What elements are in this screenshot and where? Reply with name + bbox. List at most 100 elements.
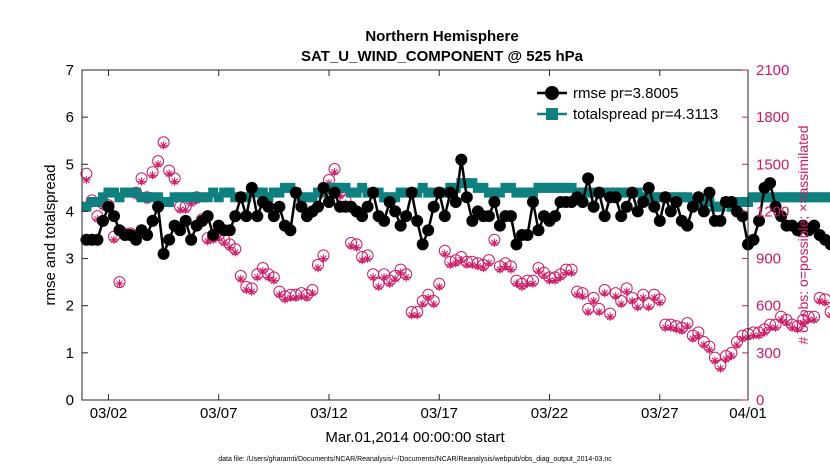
obs-assimilated-point [705, 345, 714, 354]
obs-assimilated-point [401, 273, 411, 282]
spread-point [92, 197, 103, 207]
legend-marker-rmse [545, 86, 559, 100]
obs-assimilated-point [732, 340, 742, 350]
rmse-point [328, 186, 341, 199]
obs-assimilated-point [280, 295, 290, 304]
obs-assimilated-point [418, 299, 427, 309]
spread-point [307, 192, 318, 203]
rmse-point [367, 186, 380, 199]
rmse-point [273, 200, 286, 213]
spread-point [153, 192, 164, 203]
obs-assimilated-point [771, 323, 780, 332]
spread-point [550, 182, 561, 193]
obs-assimilated-point [688, 334, 698, 343]
rmse-point [637, 196, 650, 208]
obs-assimilated-point [346, 241, 356, 251]
rmse-point [808, 219, 821, 232]
spread-point [450, 182, 461, 193]
obs-assimilated-point [435, 282, 444, 292]
spread-point [164, 197, 175, 207]
obs-assimilated-point [407, 310, 416, 320]
obs-assimilated-point [754, 331, 764, 340]
y2-axis-ticks: 0 300 600 900 1200 1500 1800 2100 [742, 62, 789, 409]
obs-assimilated-point [716, 364, 725, 373]
obs-assimilated-point [545, 276, 554, 285]
x-tick-label: 03/27 [641, 405, 679, 422]
spread-point [577, 187, 588, 198]
obs-assimilated-point [308, 288, 317, 298]
obs-assimilated-point [639, 293, 648, 303]
rmse-point [620, 200, 633, 213]
rmse-point [653, 214, 666, 227]
x-tick-label: 03/02 [90, 405, 128, 422]
obs-assimilated-point [721, 354, 731, 364]
rmse-point [185, 233, 198, 246]
rmse-point [251, 210, 264, 223]
obs-assimilated-point [506, 265, 516, 274]
spread-point [715, 201, 726, 212]
obs-assimilated-point [583, 307, 593, 317]
y-axis-ticks: 0 1 2 3 4 5 6 7 [66, 62, 88, 409]
obs-assimilated-point [672, 325, 681, 334]
rmse-point [130, 233, 143, 246]
obs-assimilated-point [661, 323, 670, 332]
rmse-point [317, 181, 330, 194]
y2-tick-label: 300 [756, 345, 781, 362]
obs-assimilated-point [517, 282, 527, 292]
rmse-point [267, 210, 280, 223]
obs-assimilated-point [264, 273, 273, 282]
rmse-point [747, 233, 760, 246]
y2-axis-label: # of obs: o=possible; ×=assimilated [795, 125, 811, 344]
rmse-point [769, 200, 782, 213]
obs-assimilated-point [804, 315, 813, 325]
spread-point [97, 192, 108, 203]
obs-assimilated-point [186, 199, 196, 208]
rmse-point [764, 177, 777, 190]
obs-assimilated-point [440, 249, 449, 259]
obs-assimilated-point [424, 293, 433, 303]
y-tick-label: 7 [66, 62, 74, 79]
y-tick-label: 0 [66, 392, 74, 409]
rmse-point [163, 233, 176, 246]
legend-marker-spread [546, 108, 558, 120]
rmse-point [626, 186, 639, 199]
obs-assimilated-point [589, 296, 598, 306]
y-tick-label: 3 [66, 251, 74, 268]
spread-point [561, 182, 572, 193]
obs-assimilated-point [666, 323, 676, 332]
spread-point [340, 182, 351, 193]
y2-tick-label: 1200 [756, 203, 789, 220]
rmse-point [91, 233, 104, 246]
obs-assimilated-point [357, 255, 367, 265]
rmse-point [284, 224, 297, 237]
rmse-point [289, 186, 302, 199]
spread-point [136, 192, 147, 203]
obs-assimilated-point [809, 315, 819, 325]
rmse-point [576, 196, 589, 208]
spread-point [494, 187, 505, 198]
obs-assimilated-point [793, 325, 802, 334]
y2-tick-label: 0 [756, 392, 764, 409]
spread-point [533, 182, 544, 193]
obs-assimilated-point [699, 340, 709, 350]
spread-point [555, 182, 566, 193]
rmse-point [223, 224, 236, 237]
rmse-point [736, 210, 749, 223]
rmse-point [526, 196, 539, 208]
spread-point [390, 192, 401, 203]
spread-point [759, 192, 770, 203]
spread-point [500, 182, 511, 193]
obs-assimilated-point [275, 290, 284, 299]
spread-point [566, 182, 577, 193]
spread-point [776, 192, 787, 203]
rmse-point [179, 214, 192, 227]
legend: rmse pr=3.8005 totalspread pr=4.3113 [532, 78, 741, 126]
rmse-point [681, 219, 694, 232]
spread-point [175, 192, 186, 203]
rmse-point [510, 238, 523, 251]
rmse-point [356, 210, 369, 223]
rmse-point [378, 214, 391, 227]
spread-point [158, 197, 169, 207]
rmse-point [714, 214, 727, 227]
spread-point [379, 192, 390, 203]
